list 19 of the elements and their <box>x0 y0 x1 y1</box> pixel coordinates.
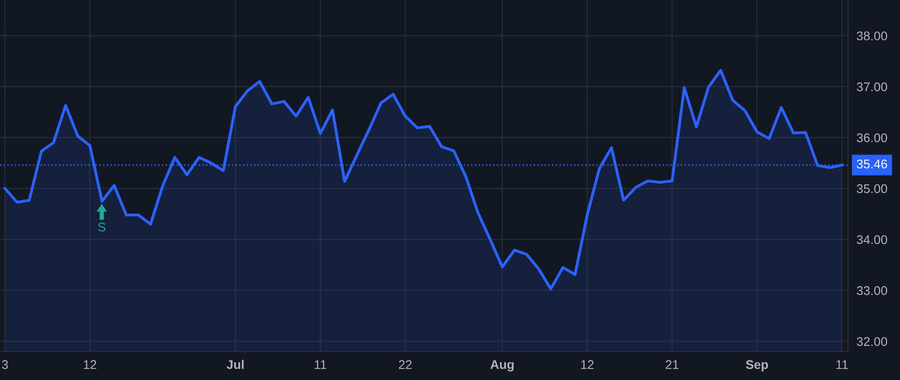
ref-line-label: 35.46 <box>856 160 888 168</box>
x-tick-label: 3 <box>2 360 8 370</box>
x-tick-label: Sep <box>746 360 768 372</box>
y-tick-label: 33.00 <box>856 286 888 296</box>
x-tick-label: 12 <box>581 360 594 369</box>
x-tick-label: 12 <box>84 360 96 369</box>
y-tick-label: 36.00 <box>856 133 888 142</box>
x-tick-label: Aug <box>490 360 514 372</box>
x-tick-label: 21 <box>666 360 678 369</box>
y-tick-label: 35.00 <box>856 184 888 194</box>
x-tick-label: 11 <box>836 360 848 369</box>
y-tick-label: 32.00 <box>856 337 888 346</box>
x-tick-label: 22 <box>398 360 412 369</box>
x-tick-label: 11 <box>314 360 326 369</box>
y-tick-label: 34.00 <box>856 235 888 244</box>
x-tick-label: Jul <box>226 360 244 370</box>
y-tick-label: 37.00 <box>856 82 888 92</box>
y-tick-label: 38.00 <box>856 31 888 40</box>
annotation: S <box>98 222 106 232</box>
